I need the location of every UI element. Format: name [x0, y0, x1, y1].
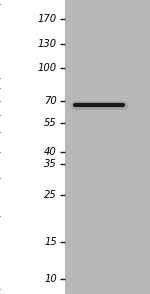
Text: 70: 70 — [44, 96, 57, 106]
Text: 40: 40 — [44, 147, 57, 157]
Text: 35: 35 — [44, 159, 57, 169]
Text: 130: 130 — [38, 39, 57, 49]
Bar — [65, 0, 150, 294]
Text: 170: 170 — [38, 14, 57, 24]
Text: 15: 15 — [44, 237, 57, 247]
Text: 10: 10 — [44, 274, 57, 284]
Text: 55: 55 — [44, 118, 57, 128]
Text: 100: 100 — [38, 63, 57, 73]
Text: 25: 25 — [44, 190, 57, 200]
